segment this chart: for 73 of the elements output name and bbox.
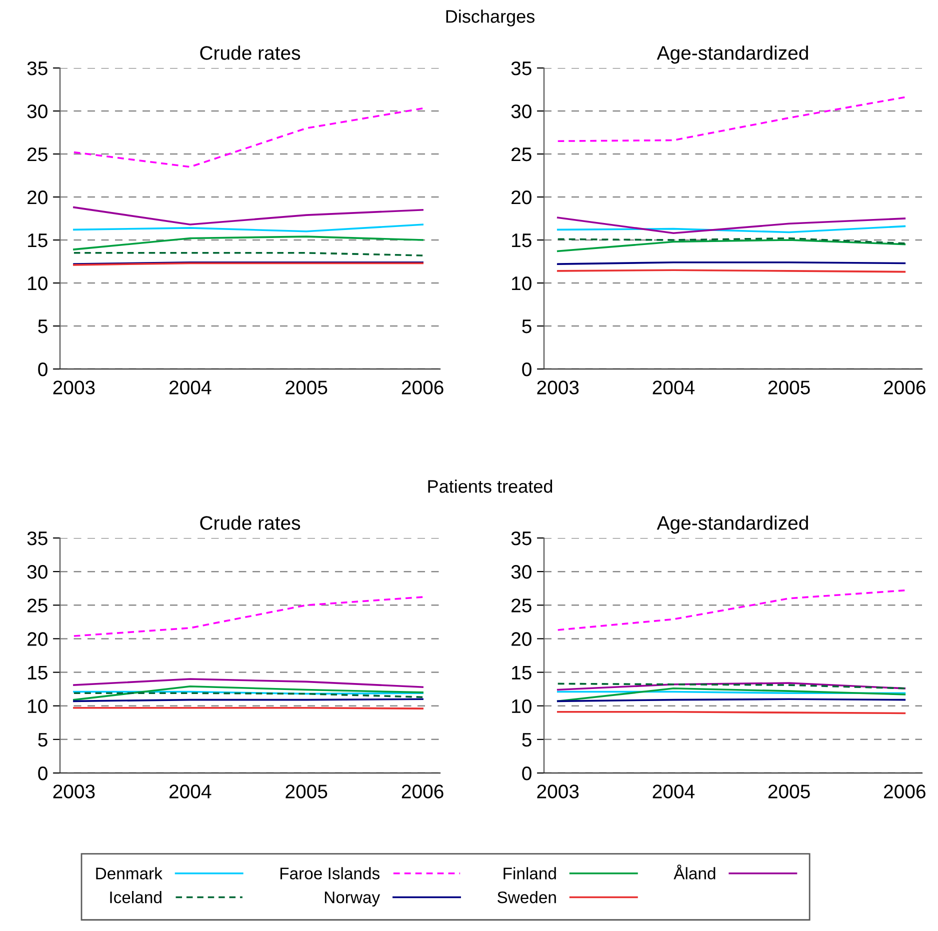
x-tick-label: 2006 [884,784,926,798]
y-tick-label: 30 [27,565,48,579]
x-tick-label: 2004 [170,380,212,394]
y-tick-label: 10 [28,699,48,714]
line-series [73,236,424,250]
legend-label: Åland [674,864,716,880]
x-tick-label: 2004 [170,784,212,798]
y-tick-label: 0 [522,362,532,376]
legend-label: Iceland [110,891,162,904]
line-series [556,239,906,252]
chart-title: Age-standardized [656,46,808,64]
y-tick-label: 5 [522,733,532,747]
legend-label: Denmark [96,867,162,880]
chart-title: Age-standardized [656,516,808,534]
chart-title: Crude rates [200,516,300,530]
x-tick-label: 2005 [286,380,328,394]
line-series [556,96,906,142]
legend-label: Sweden [498,891,556,904]
x-tick-label: 2006 [402,380,444,394]
y-tick-label: 0 [38,362,48,376]
y-tick-label: 35 [511,531,532,546]
x-tick-label: 2005 [768,380,810,394]
x-tick-label: 2003 [537,784,579,798]
y-tick-label: 20 [512,632,532,646]
y-tick-label: 5 [38,733,48,747]
line-series [73,108,424,168]
x-tick-label: 2006 [402,784,444,798]
line-series [556,589,906,631]
y-tick-label: 25 [28,598,48,612]
y-tick-label: 35 [27,61,48,76]
legend-label: Finland [504,867,556,880]
legend-label: Faroe Islands [280,867,380,880]
y-tick-label: 20 [28,632,48,646]
y-tick-label: 35 [27,531,48,546]
line-series [73,685,424,701]
y-tick-label: 15 [512,234,532,248]
line-series [73,206,424,226]
x-tick-label: 2006 [884,380,926,394]
x-tick-label: 2003 [537,380,579,394]
chart-title: Crude rates [200,46,300,60]
y-tick-label: 25 [512,598,532,612]
y-tick-label: 20 [512,190,532,204]
x-tick-label: 2004 [652,380,695,394]
y-tick-label: 15 [28,666,48,680]
y-tick-label: 25 [512,147,532,162]
y-tick-label: 30 [511,565,532,579]
y-tick-label: 25 [28,147,48,162]
y-tick-label: 20 [28,190,48,204]
line-series [556,225,906,234]
y-tick-label: 15 [512,666,532,680]
x-tick-label: 2004 [652,784,695,798]
y-tick-label: 35 [511,61,532,76]
y-tick-label: 0 [38,766,48,780]
line-series [73,224,424,232]
y-tick-label: 10 [28,276,48,290]
y-tick-label: 10 [512,699,532,714]
x-tick-label: 2003 [53,380,95,394]
y-tick-label: 0 [522,766,532,780]
x-tick-label: 2005 [768,784,810,798]
text: Patients treated [428,480,552,493]
line-series [73,678,424,688]
text: Discharges [446,10,535,26]
y-tick-label: 15 [28,234,48,248]
y-tick-label: 10 [512,276,532,290]
y-tick-label: 30 [511,104,532,118]
legend-label: Norway [324,892,380,907]
y-tick-label: 5 [522,320,532,334]
y-tick-label: 30 [27,104,48,118]
x-tick-label: 2005 [286,784,328,798]
x-tick-label: 2003 [53,784,95,798]
line-series [73,596,424,637]
y-tick-label: 5 [38,320,48,334]
line-series [556,216,906,234]
